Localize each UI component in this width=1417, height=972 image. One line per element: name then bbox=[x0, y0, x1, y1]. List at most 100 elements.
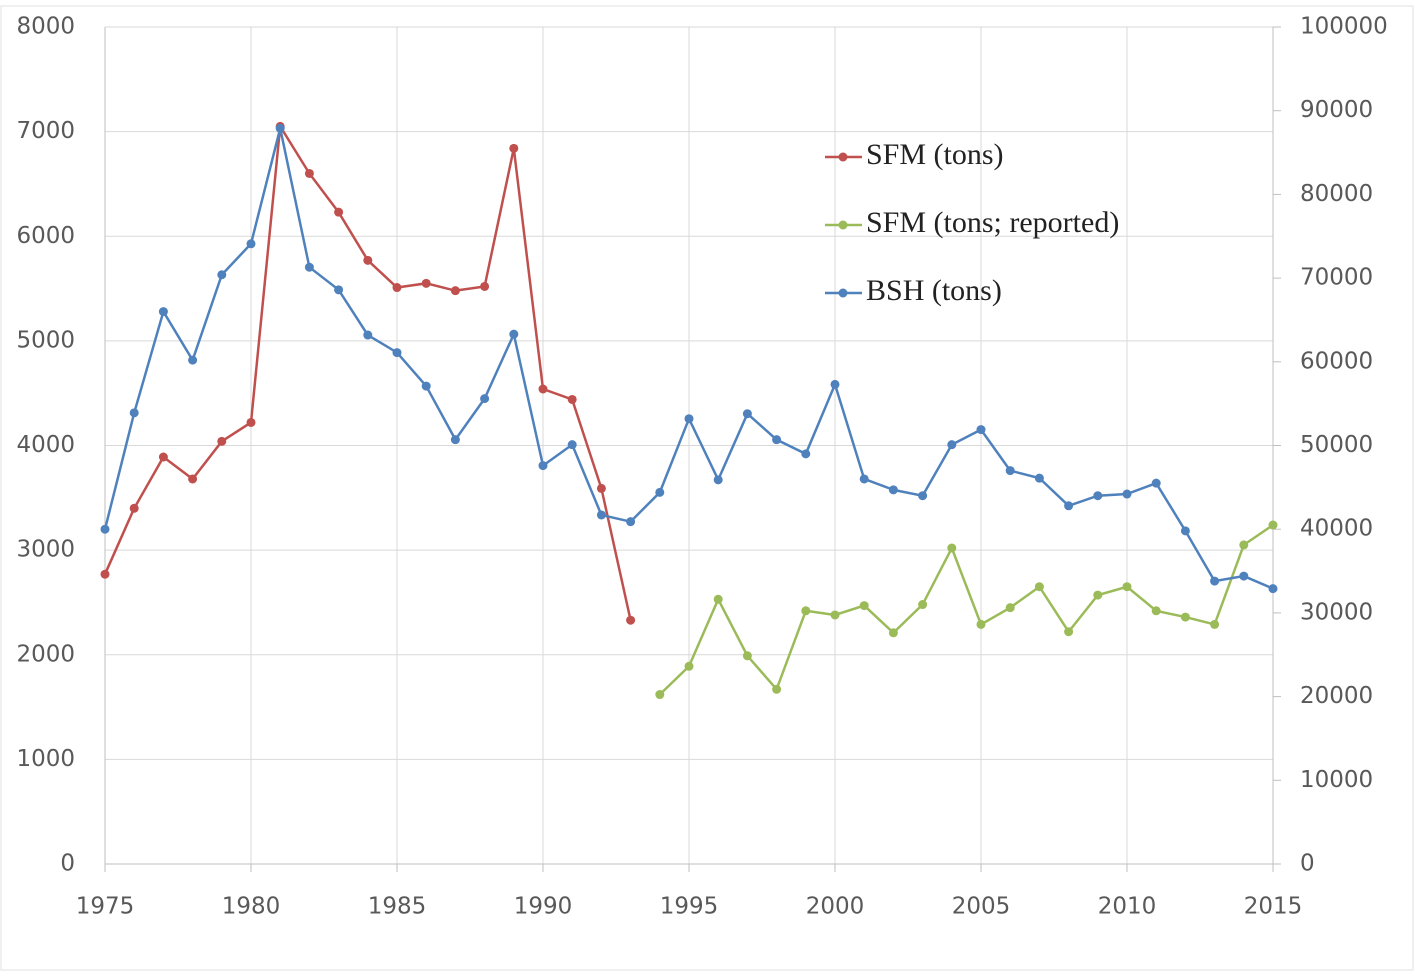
data-point bbox=[684, 414, 694, 424]
data-point bbox=[655, 487, 665, 497]
data-point bbox=[129, 408, 139, 418]
data-point bbox=[304, 262, 314, 272]
y-tick-label: 4000 bbox=[16, 432, 75, 458]
y2-tick-label: 60000 bbox=[1300, 348, 1373, 374]
data-point bbox=[1064, 501, 1074, 511]
legend-marker bbox=[838, 288, 848, 298]
data-point bbox=[1210, 576, 1220, 586]
x-tick-label: 1980 bbox=[222, 894, 281, 920]
data-point bbox=[275, 123, 285, 133]
data-point bbox=[976, 425, 986, 435]
frame bbox=[0, 5, 1414, 971]
data-point bbox=[596, 483, 606, 493]
data-point bbox=[1093, 491, 1103, 501]
data-point bbox=[1268, 584, 1278, 594]
data-point bbox=[363, 330, 373, 340]
data-point bbox=[1122, 582, 1132, 592]
legend-label: SFM (tons; reported) bbox=[866, 206, 1119, 239]
data-point bbox=[217, 436, 227, 446]
data-point bbox=[1151, 606, 1161, 616]
y-tick-label: 0 bbox=[60, 851, 75, 877]
data-point bbox=[100, 524, 110, 534]
data-point bbox=[450, 435, 460, 445]
data-point bbox=[772, 684, 782, 694]
data-point bbox=[655, 690, 665, 700]
data-point bbox=[421, 278, 431, 288]
y2-tick-label: 40000 bbox=[1300, 516, 1373, 542]
y2-tick-label: 50000 bbox=[1300, 432, 1373, 458]
y-tick-label: 1000 bbox=[16, 746, 75, 772]
data-point bbox=[188, 355, 198, 365]
data-point bbox=[334, 207, 344, 217]
y2-tick-label: 10000 bbox=[1300, 767, 1373, 793]
y-tick-label: 6000 bbox=[16, 223, 75, 249]
y-tick-label: 2000 bbox=[16, 641, 75, 667]
y2-tick-label: 80000 bbox=[1300, 181, 1373, 207]
data-point bbox=[859, 474, 869, 484]
x-tick-label: 1995 bbox=[660, 894, 719, 920]
data-point bbox=[626, 517, 636, 527]
x-tick-label: 1975 bbox=[76, 894, 135, 920]
x-tick-label: 2015 bbox=[1244, 894, 1303, 920]
data-point bbox=[947, 440, 957, 450]
data-point bbox=[830, 379, 840, 389]
data-point bbox=[918, 491, 928, 501]
data-point bbox=[713, 594, 723, 604]
y-tick-label: 3000 bbox=[16, 537, 75, 563]
x-tick-label: 1990 bbox=[514, 894, 573, 920]
data-point bbox=[363, 255, 373, 265]
y-tick-label: 7000 bbox=[16, 118, 75, 144]
x-tick-label: 2000 bbox=[806, 894, 865, 920]
data-point bbox=[596, 510, 606, 520]
x-tick-label: 2010 bbox=[1098, 894, 1157, 920]
data-point bbox=[918, 600, 928, 610]
data-point bbox=[392, 283, 402, 293]
data-point bbox=[538, 461, 548, 471]
data-point bbox=[392, 348, 402, 358]
data-point bbox=[1034, 582, 1044, 592]
data-point bbox=[772, 435, 782, 445]
data-point bbox=[188, 474, 198, 484]
data-point bbox=[1210, 619, 1220, 629]
data-point bbox=[567, 394, 577, 404]
legend-label: SFM (tons) bbox=[866, 138, 1004, 171]
data-point bbox=[1239, 540, 1249, 550]
data-point bbox=[480, 394, 490, 404]
y2-tick-label: 0 bbox=[1300, 851, 1315, 877]
data-point bbox=[976, 619, 986, 629]
data-point bbox=[1239, 571, 1249, 581]
data-point bbox=[450, 286, 460, 296]
data-point bbox=[217, 270, 227, 280]
data-point bbox=[246, 417, 256, 427]
data-point bbox=[1005, 603, 1015, 613]
y2-tick-label: 90000 bbox=[1300, 97, 1373, 123]
data-point bbox=[158, 452, 168, 462]
legend-marker bbox=[838, 152, 848, 162]
data-point bbox=[538, 384, 548, 394]
data-point bbox=[129, 503, 139, 513]
data-point bbox=[1005, 466, 1015, 476]
data-point bbox=[947, 543, 957, 553]
data-point bbox=[509, 329, 519, 339]
data-point bbox=[626, 615, 636, 625]
data-point bbox=[1122, 489, 1132, 499]
data-point bbox=[801, 449, 811, 459]
data-point bbox=[742, 409, 752, 419]
data-point bbox=[859, 601, 869, 611]
y-tick-label: 8000 bbox=[16, 14, 75, 40]
data-point bbox=[1268, 520, 1278, 530]
x-tick-label: 2005 bbox=[952, 894, 1011, 920]
y-tick-label: 5000 bbox=[16, 327, 75, 353]
data-point bbox=[246, 239, 256, 249]
legend-marker bbox=[838, 220, 848, 230]
series-line bbox=[103, 122, 632, 621]
data-point bbox=[1151, 478, 1161, 488]
data-point bbox=[888, 485, 898, 495]
data-point bbox=[158, 307, 168, 317]
y2-tick-label: 100000 bbox=[1300, 14, 1388, 40]
data-point bbox=[684, 661, 694, 671]
series-line bbox=[658, 523, 1274, 696]
legend-label: BSH (tons) bbox=[866, 274, 1002, 307]
data-point bbox=[742, 651, 752, 661]
